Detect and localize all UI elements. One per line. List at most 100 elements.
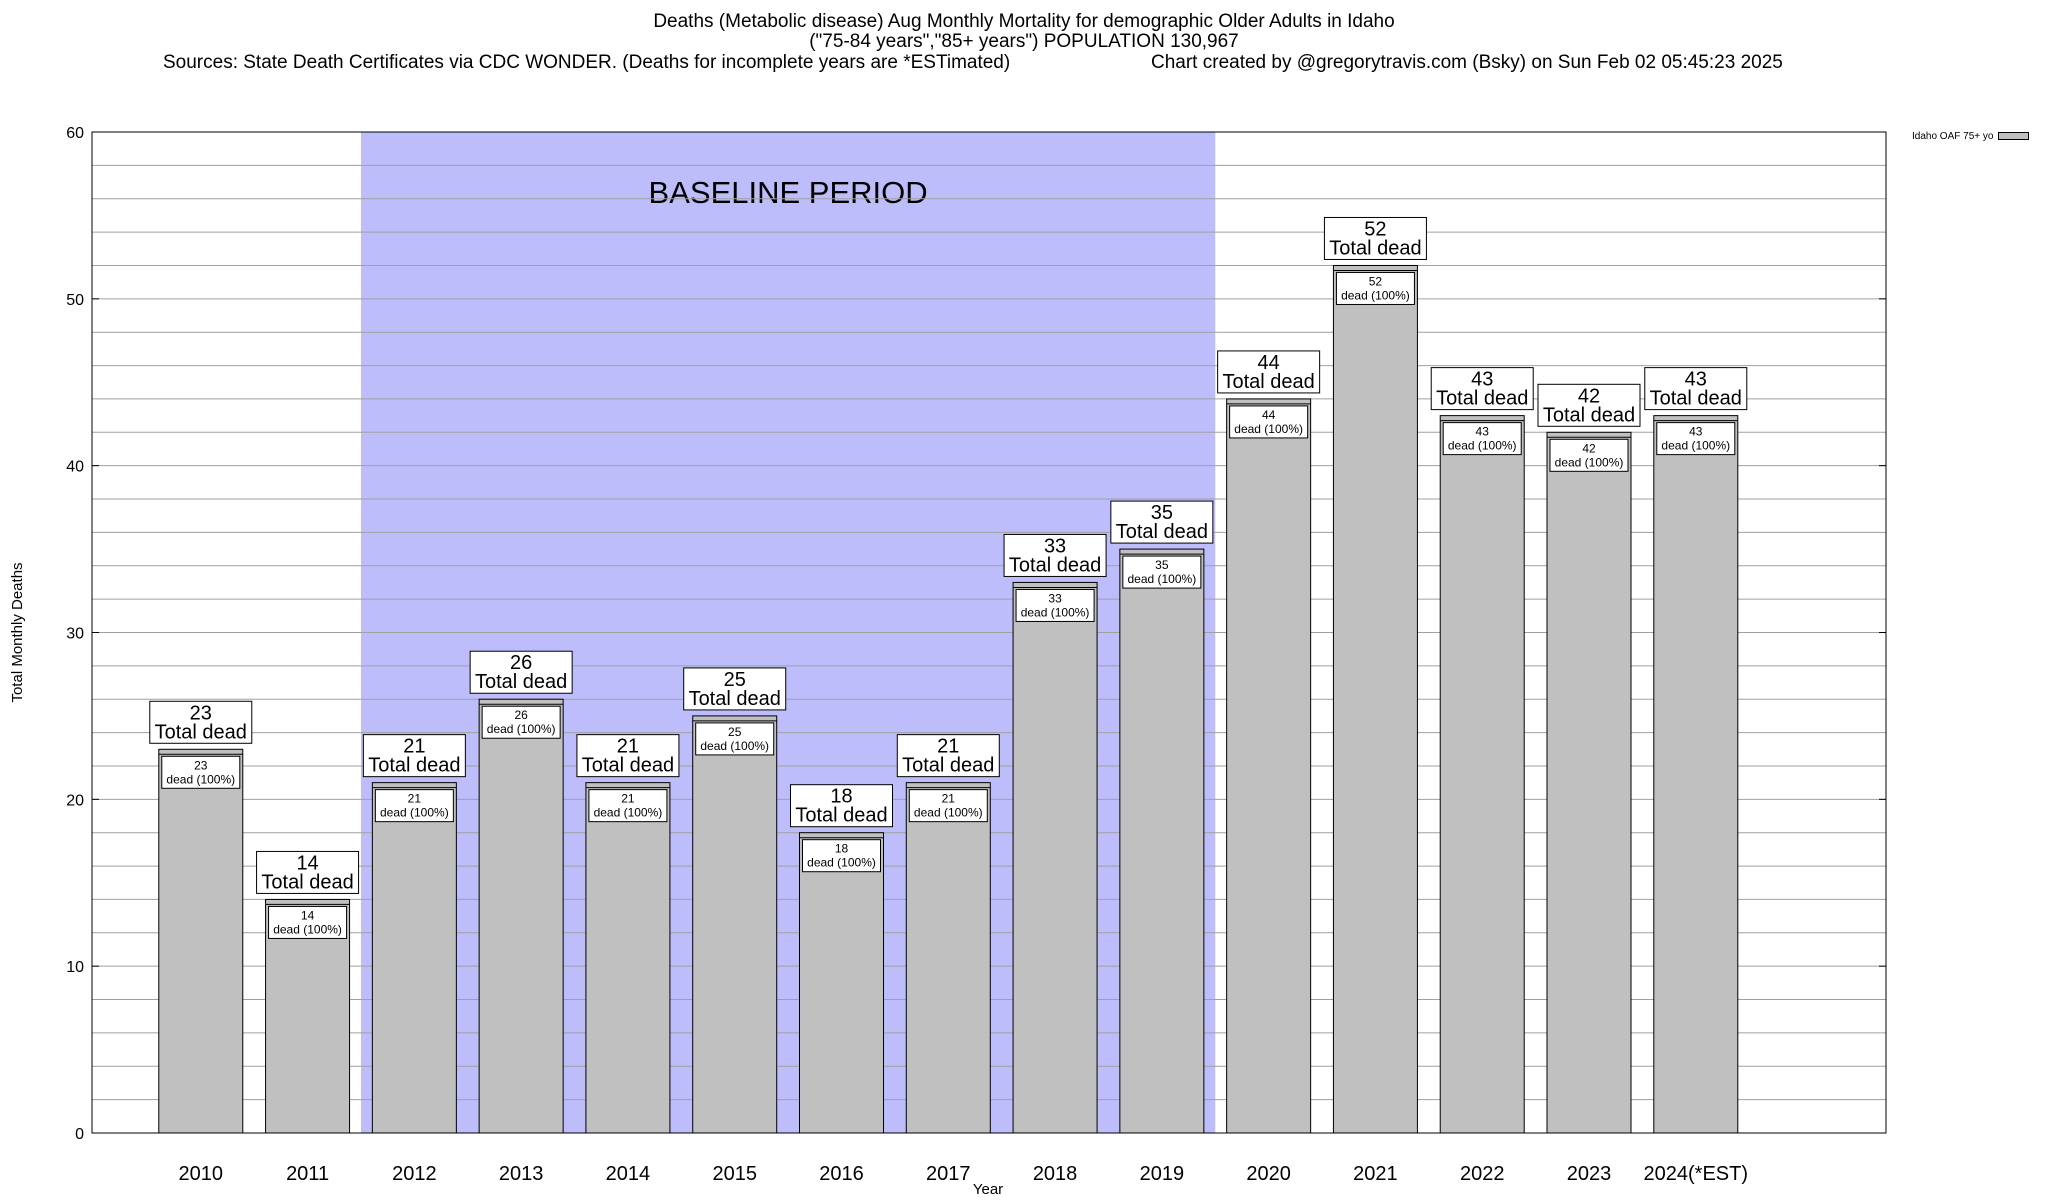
x-tick-label: 2013 <box>499 1163 544 1185</box>
total-label-value: 18 <box>830 786 852 808</box>
total-label-box <box>469 650 573 694</box>
chart-credit: Chart created by @gregorytravis.com (Bsk… <box>1151 52 1783 73</box>
total-label-text: Total dead <box>1009 554 1101 576</box>
chart-subtitle: ("75-84 years","85+ years") POPULATION 1… <box>809 31 1239 52</box>
x-tick-label: 2022 <box>1460 1163 1505 1185</box>
total-label-box <box>1110 500 1214 544</box>
total-label-value: 25 <box>724 669 746 691</box>
inner-label-text: dead (100%) <box>273 922 342 936</box>
x-tick-label: 2023 <box>1567 1163 1612 1185</box>
inner-label-text: dead (100%) <box>1234 422 1303 436</box>
total-label-text: Total dead <box>1116 521 1208 543</box>
bar <box>1119 548 1205 1134</box>
x-axis-label: Year <box>973 1181 1003 1198</box>
total-label-value: 33 <box>1044 535 1066 557</box>
inner-label-text: dead (100%) <box>380 806 449 820</box>
legend: Idaho OAF 75+ yo <box>1912 131 2030 142</box>
inner-label-value: 43 <box>1476 425 1490 439</box>
x-tick-label: 2024(*EST) <box>1644 1163 1749 1185</box>
inner-label-text: dead (100%) <box>166 772 235 786</box>
total-label-value: 21 <box>937 736 959 758</box>
inner-label-box <box>1549 438 1629 472</box>
bar <box>1332 264 1418 1134</box>
total-label-value: 42 <box>1578 385 1600 407</box>
x-tick-label: 2019 <box>1140 1163 1185 1185</box>
bar <box>1546 431 1632 1134</box>
y-tick-label: 40 <box>66 459 84 476</box>
bar <box>371 782 457 1134</box>
total-label-value: 21 <box>403 736 425 758</box>
total-label-value: 26 <box>510 652 532 674</box>
bar <box>905 782 991 1134</box>
inner-label-box <box>1335 271 1415 305</box>
inner-label-value: 33 <box>1048 591 1062 605</box>
inner-label-value: 21 <box>621 792 635 806</box>
bar <box>799 832 884 1134</box>
total-label-box <box>1537 383 1641 427</box>
x-tick-label: 2017 <box>926 1163 971 1185</box>
total-label-text: Total dead <box>155 721 247 743</box>
total-label-box <box>1217 350 1321 394</box>
total-label-text: Total dead <box>902 755 994 777</box>
total-label-text: Total dead <box>795 805 887 827</box>
inner-label-text: dead (100%) <box>914 806 983 820</box>
inner-label-value: 18 <box>835 842 849 856</box>
total-label-value: 44 <box>1258 352 1280 374</box>
y-tick-label: 0 <box>75 1126 84 1143</box>
inner-label-value: 44 <box>1262 408 1276 422</box>
total-label-value: 35 <box>1151 502 1173 524</box>
bar <box>478 698 564 1134</box>
total-label-text: Total dead <box>1222 371 1314 393</box>
total-label-box <box>1644 367 1748 411</box>
inner-label-value: 23 <box>194 758 208 772</box>
inner-label-box <box>908 789 988 823</box>
inner-label-value: 21 <box>942 792 956 806</box>
total-label-box <box>362 734 466 778</box>
total-label-text: Total dead <box>261 871 353 893</box>
inner-label-text: dead (100%) <box>1021 605 1090 619</box>
total-label-value: 43 <box>1685 369 1707 391</box>
inner-label-value: 21 <box>408 792 422 806</box>
total-label-box <box>683 667 787 711</box>
x-tick-label: 2018 <box>1033 1163 1078 1185</box>
y-tick-label: 60 <box>66 125 84 142</box>
x-tick-label: 2012 <box>392 1163 437 1185</box>
inner-label-value: 35 <box>1155 558 1169 572</box>
inner-label-text: dead (100%) <box>1341 288 1410 302</box>
sources-note: Sources: State Death Certificates via CD… <box>163 52 1011 73</box>
inner-label-box <box>481 705 561 739</box>
inner-label-box <box>1656 422 1736 456</box>
legend-swatch <box>1998 132 2030 141</box>
inner-label-text: dead (100%) <box>1127 572 1196 586</box>
inner-label-text: dead (100%) <box>594 806 663 820</box>
inner-label-box <box>802 839 881 873</box>
inner-label-text: dead (100%) <box>1555 455 1624 469</box>
bar <box>1226 398 1312 1134</box>
total-label-text: Total dead <box>1329 237 1421 259</box>
inner-label-value: 42 <box>1582 441 1596 455</box>
y-axis-label: Total Monthly Deaths <box>9 562 26 702</box>
total-label-value: 52 <box>1364 218 1386 240</box>
total-label-value: 14 <box>296 852 318 874</box>
inner-label-box <box>268 905 348 939</box>
inner-label-box <box>1015 588 1095 622</box>
y-tick-label: 10 <box>66 959 84 976</box>
total-label-value: 23 <box>190 702 212 724</box>
total-label-text: Total dead <box>1436 388 1528 410</box>
x-tick-label: 2014 <box>606 1163 651 1185</box>
inner-label-value: 43 <box>1689 425 1703 439</box>
inner-label-value: 14 <box>301 908 315 922</box>
baseline-period-label: BASELINE PERIOD <box>649 175 928 210</box>
inner-label-text: dead (100%) <box>1448 439 1517 453</box>
inner-label-box <box>1122 555 1202 589</box>
inner-label-text: dead (100%) <box>700 739 769 753</box>
bar <box>158 748 244 1134</box>
bar <box>585 782 671 1134</box>
inner-label-box <box>161 755 241 789</box>
total-label-text: Total dead <box>689 688 781 710</box>
inner-label-text: dead (100%) <box>807 856 876 870</box>
inner-label-text: dead (100%) <box>1661 439 1730 453</box>
x-tick-label: 2020 <box>1246 1163 1291 1185</box>
total-label-text: Total dead <box>1543 404 1635 426</box>
x-tick-label: 2021 <box>1353 1163 1398 1185</box>
